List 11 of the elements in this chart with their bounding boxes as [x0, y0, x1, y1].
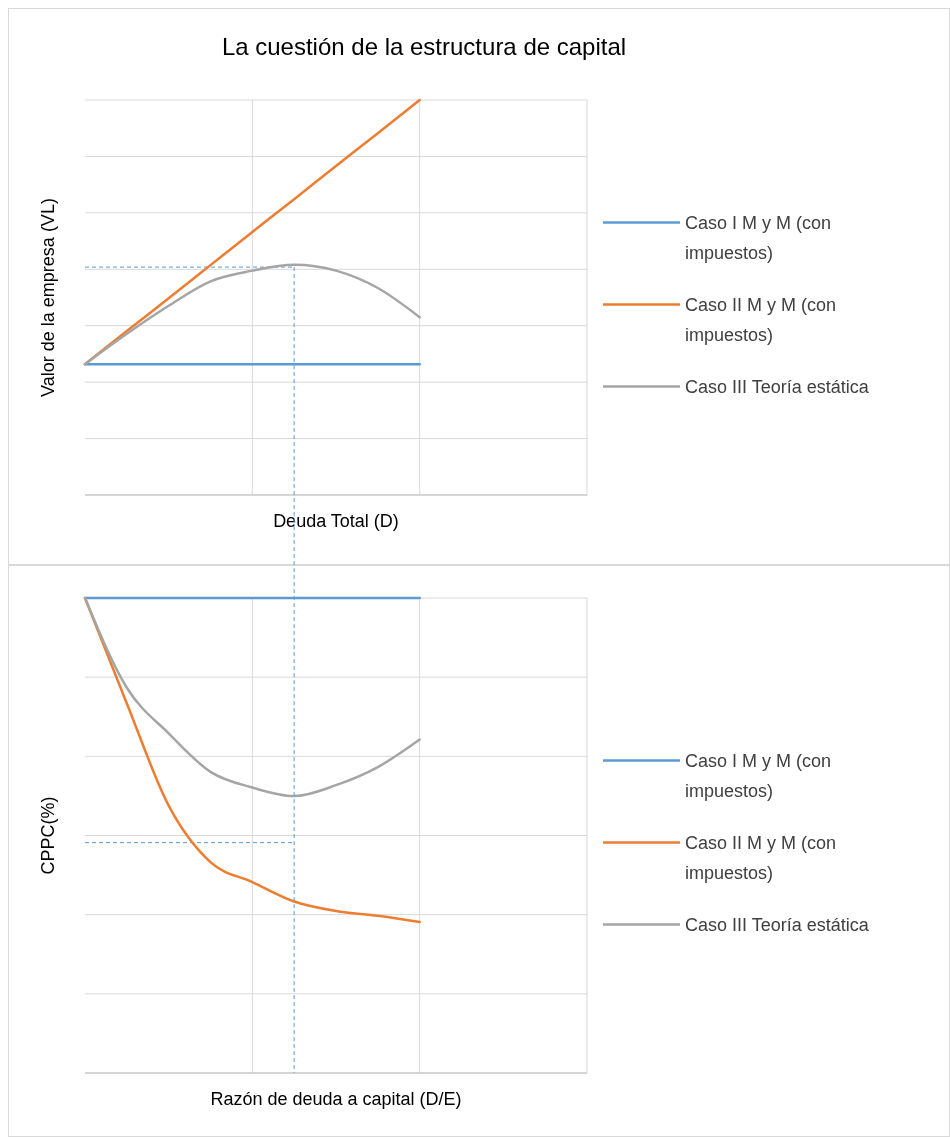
legend-label: Caso II M y M (con impuestos) [685, 832, 837, 883]
legend-label: Caso III Teoría estática [685, 914, 870, 935]
x-axis-title: Razón de deuda a capital (D/E) [210, 1089, 462, 1109]
legend-label: Caso II M y M (con impuestos) [685, 294, 837, 345]
x-axis-title: Deuda Total (D) [273, 511, 399, 531]
legend-label: Caso I M y M (con impuestos) [685, 212, 832, 263]
chart-title: La cuestión de la estructura de capital [221, 33, 627, 60]
y-axis-title: Valor de la empresa (VL) [38, 198, 58, 397]
y-axis-title: CPPC(%) [38, 796, 58, 875]
legend-label: Caso I M y M (con impuestos) [685, 750, 832, 801]
legend-label: Caso III Teoría estática [685, 376, 870, 397]
